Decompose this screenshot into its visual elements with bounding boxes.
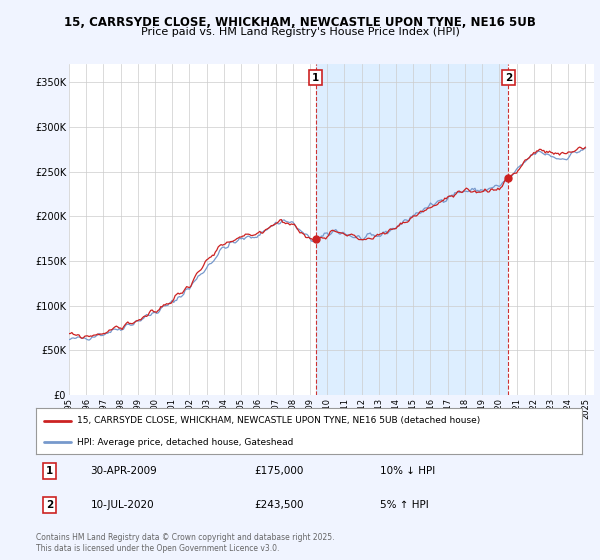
Text: 15, CARRSYDE CLOSE, WHICKHAM, NEWCASTLE UPON TYNE, NE16 5UB (detached house): 15, CARRSYDE CLOSE, WHICKHAM, NEWCASTLE … [77, 416, 480, 425]
Text: 10% ↓ HPI: 10% ↓ HPI [380, 466, 435, 476]
Text: HPI: Average price, detached house, Gateshead: HPI: Average price, detached house, Gate… [77, 437, 293, 447]
Text: 2: 2 [46, 500, 53, 510]
Text: 1: 1 [312, 73, 319, 83]
Text: 30-APR-2009: 30-APR-2009 [91, 466, 157, 476]
Text: Contains HM Land Registry data © Crown copyright and database right 2025.
This d: Contains HM Land Registry data © Crown c… [36, 533, 335, 553]
Text: 1: 1 [46, 466, 53, 476]
Text: £243,500: £243,500 [254, 500, 304, 510]
Text: 5% ↑ HPI: 5% ↑ HPI [380, 500, 429, 510]
Text: £175,000: £175,000 [254, 466, 304, 476]
Text: 2: 2 [505, 73, 512, 83]
Text: Price paid vs. HM Land Registry's House Price Index (HPI): Price paid vs. HM Land Registry's House … [140, 27, 460, 37]
Bar [316, 64, 508, 395]
Text: 15, CARRSYDE CLOSE, WHICKHAM, NEWCASTLE UPON TYNE, NE16 5UB: 15, CARRSYDE CLOSE, WHICKHAM, NEWCASTLE … [64, 16, 536, 29]
Text: 10-JUL-2020: 10-JUL-2020 [91, 500, 154, 510]
